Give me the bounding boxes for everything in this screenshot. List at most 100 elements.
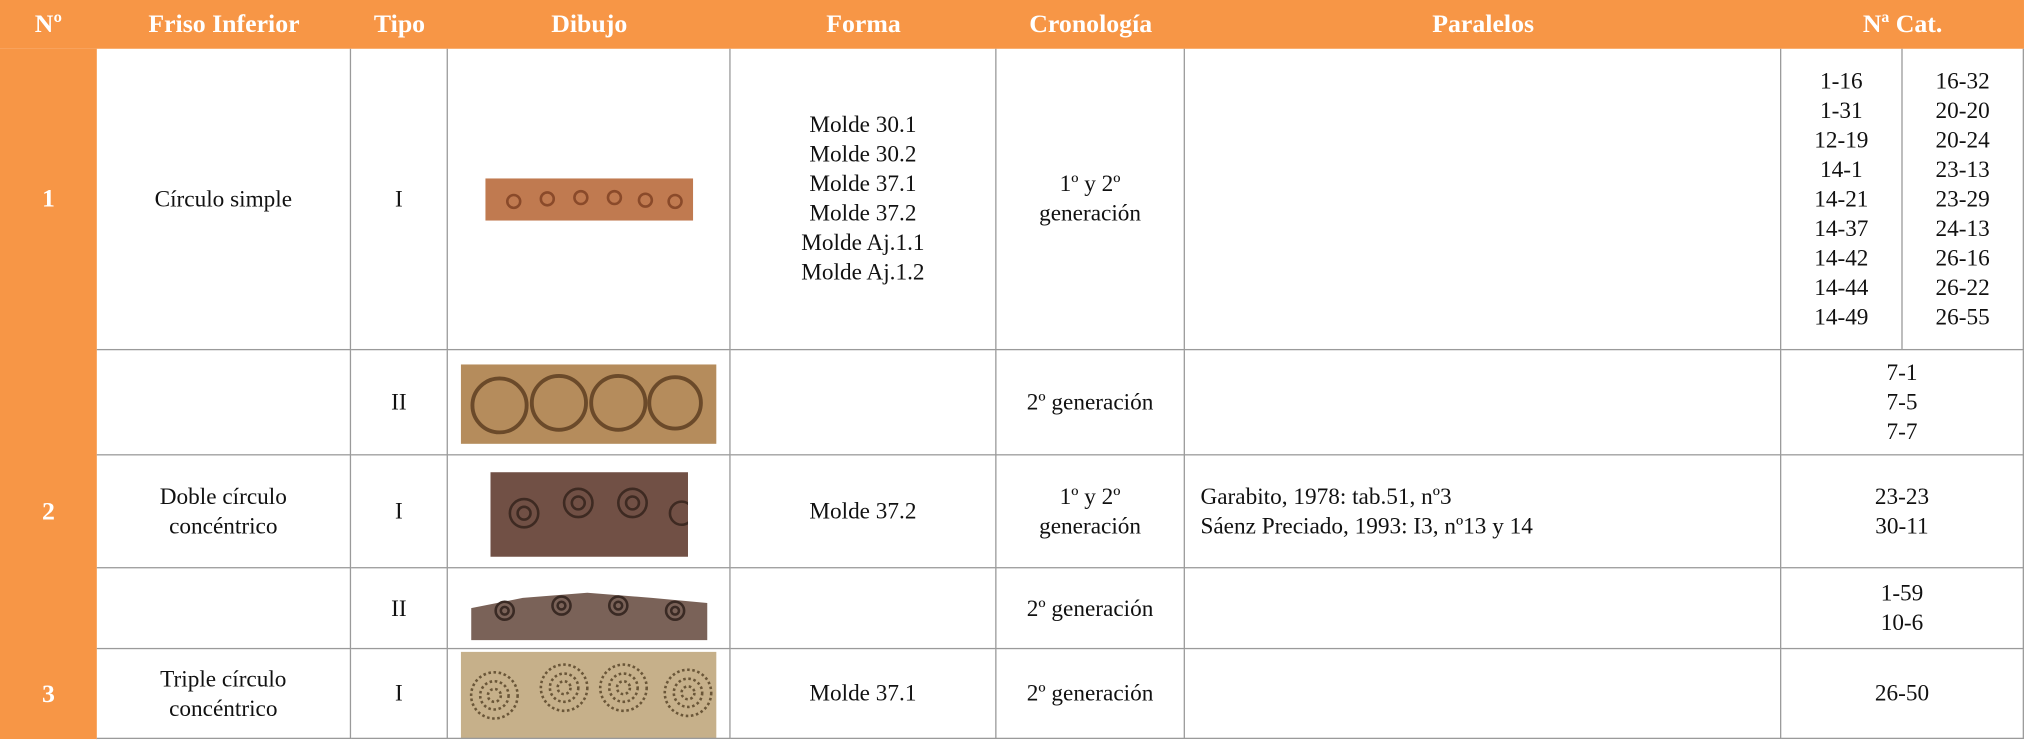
number-cell xyxy=(0,568,97,649)
catalog-number: 7-7 xyxy=(1886,418,1918,444)
type-cell: I xyxy=(351,48,448,351)
header-cell: Tipo xyxy=(351,0,448,49)
catalog-number: 20-20 xyxy=(1935,96,1990,123)
number-cell: 1 xyxy=(0,49,97,351)
catalog-cell: 7-1 7-5 7-7 xyxy=(1781,350,2024,456)
catalog-number: 26-50 xyxy=(1874,679,1930,706)
catalog-columns: 1-16 1-31 12-19 14-1 14-21 14-37 14-42 14-44 14-… xyxy=(1781,48,2022,349)
chronology-line: 2º generación xyxy=(1026,388,1154,415)
parallels-cell xyxy=(1184,649,1782,740)
header-cell: Dibujo xyxy=(448,0,731,49)
parallels-line: Garabito, 1978: tab.51, nº3 xyxy=(1200,483,1452,509)
catalog-number: 14-37 xyxy=(1814,214,1869,241)
chronology-line: 1º y 2º xyxy=(1059,483,1121,509)
catalog-number: 1-16 xyxy=(1820,67,1863,94)
catalog-cell: 1-59 10-6 xyxy=(1781,568,2024,650)
header-text: Nª Cat. xyxy=(1862,9,1943,38)
type-cell: II xyxy=(351,350,448,456)
type-cell: I xyxy=(351,455,448,569)
frieze-cell xyxy=(96,568,352,650)
chronology-line: generación xyxy=(1039,200,1142,226)
catalog-number: 7-1 xyxy=(1886,359,1918,385)
catalog-column: 16-32 20-20 20-24 23-13 23-29 24-13 26-16 26-22… xyxy=(1901,48,2022,349)
number-column xyxy=(0,48,97,740)
frieze-cell: Doble círculo concéntrico xyxy=(96,455,352,569)
catalog-number: 14-49 xyxy=(1814,303,1869,330)
catalog-number: 23-13 xyxy=(1935,155,1990,182)
drawing-simple-circle xyxy=(485,178,694,221)
drawing-double-circle-2 xyxy=(471,592,708,641)
chronology-cell: 2º generación xyxy=(996,568,1185,650)
drawing-triple-circle xyxy=(460,651,717,740)
catalog-number: 26-22 xyxy=(1935,273,1990,300)
chronology-line: 1º y 2º xyxy=(1059,170,1121,197)
frieze-line: concéntrico xyxy=(169,694,278,721)
form-cell: Molde 37.1 xyxy=(730,649,997,740)
catalog-columns: 1-59 10-6 xyxy=(1781,568,2022,648)
chronology-line: 2º generación xyxy=(1026,679,1154,706)
form-line: Molde Aj.1.2 xyxy=(801,259,925,285)
drawing-cell xyxy=(447,48,731,351)
chronology-cell: 2º generación xyxy=(996,350,1185,456)
header-text: Forma xyxy=(826,9,901,38)
catalog-column: 23-23 30-11 xyxy=(1781,455,2022,567)
frieze-cell: Círculo simple xyxy=(96,48,352,351)
form-line: Molde Aj.1.1 xyxy=(801,229,925,256)
chronology-cell: 1º y 2º generación xyxy=(996,455,1185,569)
frieze-cell: Triple círculo concéntrico xyxy=(96,649,352,740)
catalog-columns: 23-23 30-11 xyxy=(1781,455,2022,567)
chronology-cell: 1º y 2º generación xyxy=(996,48,1185,351)
number-cell xyxy=(0,350,97,455)
catalog-number: 10-6 xyxy=(1880,609,1924,636)
chronology-line: 2º generación xyxy=(1026,594,1154,621)
header-cell: Forma xyxy=(731,0,997,49)
type-cell: I xyxy=(351,649,448,740)
frieze-line: concéntrico xyxy=(169,512,278,539)
drawing-cell xyxy=(447,350,731,456)
catalog-cell: 26-50 xyxy=(1781,649,2024,740)
frieze-cell xyxy=(96,350,352,456)
number-cell: 2 xyxy=(0,455,97,568)
parallels-cell xyxy=(1184,568,1782,650)
header-bar xyxy=(0,0,2024,49)
chronology-cell: 2º generación xyxy=(996,649,1185,740)
chronology-line: generación xyxy=(1039,512,1142,539)
frieze-line: Círculo simple xyxy=(154,185,293,212)
frieze-line: Doble círculo xyxy=(159,483,287,509)
catalog-column: 1-59 10-6 xyxy=(1781,568,2022,648)
parallels-cell xyxy=(1184,350,1782,456)
form-line: Molde 30.2 xyxy=(809,141,917,167)
catalog-number: 16-32 xyxy=(1935,67,1990,94)
catalog-number: 1-31 xyxy=(1820,96,1863,123)
type: I xyxy=(394,679,403,706)
form-line: Molde 37.1 xyxy=(809,679,917,706)
header-text: Paralelos xyxy=(1432,9,1535,38)
header-text: Dibujo xyxy=(551,9,628,38)
type-cell: II xyxy=(351,568,448,650)
catalog-column: 7-1 7-5 7-7 xyxy=(1781,350,2022,454)
row-number: 1 xyxy=(41,184,55,213)
catalog-number: 20-24 xyxy=(1935,126,1990,153)
catalog-columns: 7-1 7-5 7-7 xyxy=(1781,350,2022,454)
header-cell: Nª Cat. xyxy=(1781,0,2024,49)
catalog-number: 23-29 xyxy=(1935,185,1990,212)
catalog-number: 14-44 xyxy=(1814,273,1869,300)
header-text: Nº xyxy=(34,9,62,38)
catalog-columns: 26-50 xyxy=(1781,649,2022,738)
form-cell xyxy=(730,350,997,456)
header-cell: Nº xyxy=(0,0,97,49)
catalog-number: 26-16 xyxy=(1935,244,1990,271)
parallels-cell xyxy=(1184,48,1782,351)
row-number: 3 xyxy=(41,679,55,708)
catalog-number: 14-1 xyxy=(1820,155,1863,182)
header-cell: Friso Inferior xyxy=(97,0,351,49)
catalog-number: 12-19 xyxy=(1814,126,1869,153)
form-line: Molde 37.2 xyxy=(809,200,917,226)
catalog-cell: 23-23 30-11 xyxy=(1781,455,2024,569)
form-line: Molde 37.2 xyxy=(809,497,917,524)
catalog-column: 1-16 1-31 12-19 14-1 14-21 14-37 14-42 14-44 14-… xyxy=(1781,49,1901,349)
drawing-double-circle xyxy=(490,472,688,557)
catalog-number: 14-42 xyxy=(1814,244,1869,271)
type: II xyxy=(391,594,407,621)
